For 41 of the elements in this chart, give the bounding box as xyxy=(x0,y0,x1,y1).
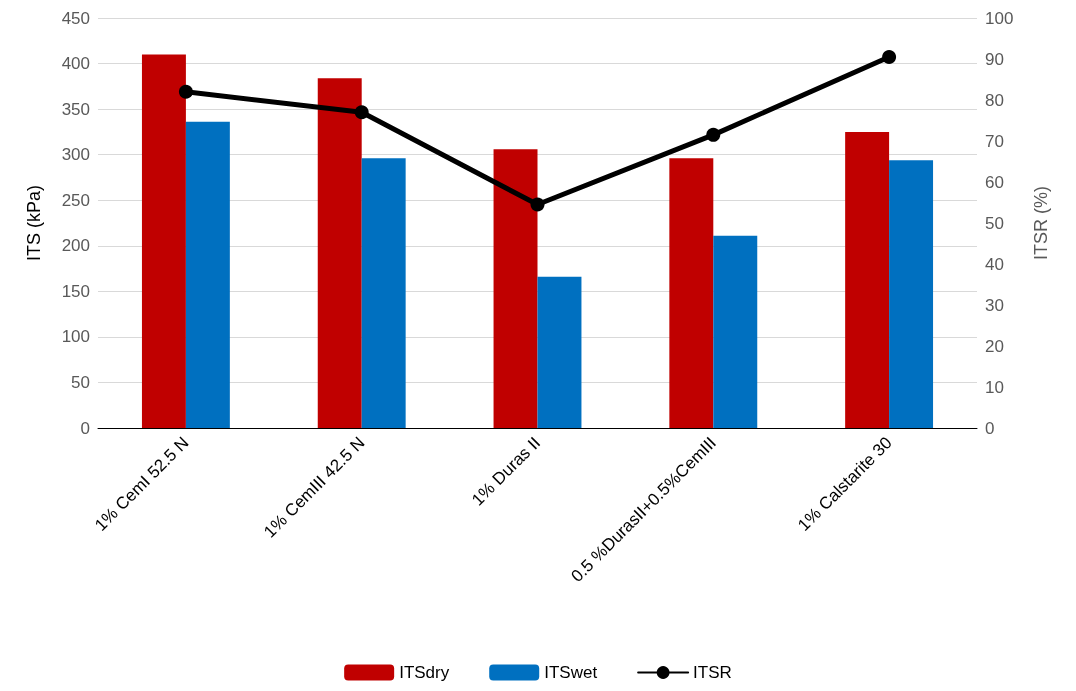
y2-tick-label: 10 xyxy=(985,377,1004,397)
y2-tick-label: 60 xyxy=(985,172,1004,192)
bar xyxy=(493,149,538,428)
point xyxy=(354,105,369,120)
bar xyxy=(713,235,758,428)
point xyxy=(178,84,193,99)
y-tick-label: 200 xyxy=(61,236,90,256)
point xyxy=(530,197,545,212)
y-tick-label: 450 xyxy=(61,8,90,28)
y2-tick-label: 90 xyxy=(985,49,1004,69)
y-tick-label: 0 xyxy=(80,418,90,438)
y2-tick-label: 100 xyxy=(985,8,1014,28)
y2-tick-label: 0 xyxy=(985,418,995,438)
legend-label: ITSR xyxy=(693,663,732,682)
bar xyxy=(361,158,406,428)
bar xyxy=(845,131,890,428)
y-tick-label: 250 xyxy=(61,190,90,210)
y2-tick-label: 20 xyxy=(985,336,1004,356)
y-tick-label: 150 xyxy=(61,281,90,301)
y-tick-label: 300 xyxy=(61,145,90,165)
legend-label: ITSdry xyxy=(399,663,450,682)
bar xyxy=(669,158,714,428)
bar xyxy=(317,78,362,428)
y-tick-label: 400 xyxy=(61,54,90,74)
y-tick-label: 350 xyxy=(61,99,90,119)
y2-tick-label: 30 xyxy=(985,295,1004,315)
bar xyxy=(185,121,230,428)
point xyxy=(706,127,721,142)
y-tick-label: 100 xyxy=(61,327,90,347)
y2-tick-label: 40 xyxy=(985,254,1004,274)
y-tick-label: 50 xyxy=(71,372,90,392)
bar xyxy=(889,160,934,428)
bar xyxy=(537,276,582,428)
legend-label: ITSwet xyxy=(544,663,598,682)
y2-tick-label: 50 xyxy=(985,213,1004,233)
y2-tick-label: 70 xyxy=(985,131,1004,151)
y2-axis-title: ITSR (%) xyxy=(1031,186,1051,260)
bar xyxy=(141,54,186,428)
y2-tick-label: 80 xyxy=(985,90,1004,110)
point xyxy=(882,49,897,64)
y-axis-title: ITS (kPa) xyxy=(24,184,44,262)
